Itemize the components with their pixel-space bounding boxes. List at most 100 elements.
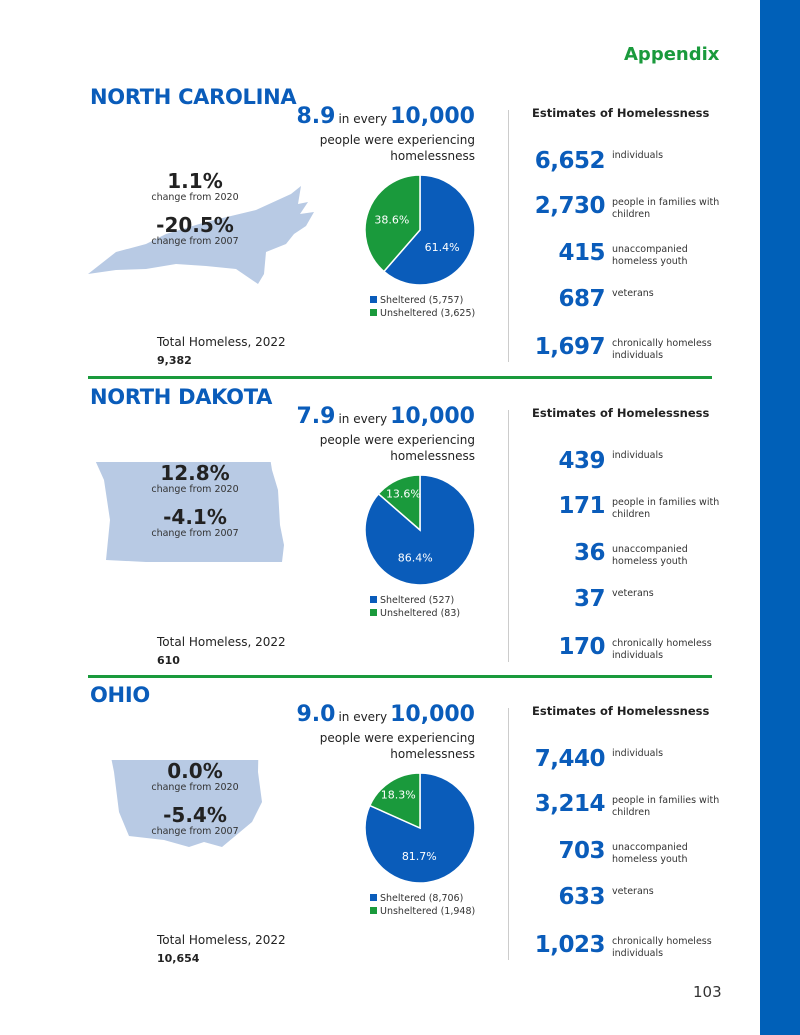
- rate-caption-line: homelessness: [390, 149, 475, 163]
- estimate-label: people in families with children: [612, 795, 720, 818]
- rate-in-every: in every: [338, 710, 388, 724]
- estimate-value: 3,214: [534, 791, 606, 817]
- estimate-row: 1,023 chronically homeless individuals: [500, 932, 730, 962]
- change-2020: 1.1% change from 2020: [130, 170, 260, 203]
- legend-sheltered-label: Sheltered (8,706): [380, 893, 464, 904]
- state-title: NORTH DAKOTA: [90, 385, 273, 409]
- legend-sheltered-label: Sheltered (527): [380, 595, 455, 606]
- estimate-value: 703: [558, 838, 605, 864]
- legend-sheltered-label: Sheltered (5,757): [380, 295, 464, 306]
- legend-unsheltered-label: Unsheltered (3,625): [380, 308, 476, 319]
- estimate-value: 1,697: [534, 334, 606, 360]
- estimate-value: 37: [573, 586, 606, 612]
- rate-per: 10,000: [390, 104, 475, 129]
- sheltered-pie-chart: 61.4% 38.6%: [364, 174, 476, 286]
- change-2007: -5.4% change from 2007: [130, 804, 260, 837]
- estimate-value: 439: [558, 448, 605, 474]
- estimate-row: 171 people in families with children: [500, 493, 730, 523]
- legend-swatch-green: [370, 609, 377, 616]
- estimate-label: individuals: [612, 748, 664, 759]
- rate-line: 7.9 in every 10,000: [296, 404, 475, 429]
- vertical-divider: [508, 410, 509, 662]
- estimate-row: 37 veterans: [500, 586, 730, 616]
- sheltered-pie-chart: 86.4% 13.6%: [364, 474, 476, 586]
- state-map: [95, 462, 284, 562]
- rate-caption-line: people were experiencing: [319, 133, 475, 147]
- estimates-heading: Estimates of Homelessness: [532, 704, 710, 718]
- change-2020-value: 1.1%: [167, 169, 223, 193]
- legend-swatch-blue: [370, 296, 377, 303]
- rate-caption-line: people were experiencing: [319, 433, 475, 447]
- estimate-label: unaccompanied homeless youth: [612, 544, 688, 567]
- estimate-value: 415: [558, 240, 605, 266]
- change-2020-label: change from 2020: [151, 782, 239, 793]
- estimate-label: people in families with children: [612, 197, 720, 220]
- pie-slice-unsheltered: [364, 174, 421, 273]
- estimate-row: 36 unaccompanied homeless youth: [500, 540, 730, 570]
- rate-caption-line: people were experiencing: [319, 731, 475, 745]
- state-section-north-dakota: NORTH DAKOTA 7.9 in every 10,000 people we…: [0, 382, 760, 682]
- estimate-row: 7,440 individuals: [500, 746, 730, 776]
- legend-unsheltered-label: Unsheltered (83): [380, 608, 461, 619]
- estimate-label: veterans: [612, 588, 654, 599]
- estimate-value: 36: [573, 540, 606, 566]
- vertical-divider: [508, 708, 509, 960]
- pie-label-sheltered: 81.7%: [402, 850, 437, 863]
- estimate-row: 703 unaccompanied homeless youth: [500, 838, 730, 868]
- pie-label-unsheltered: 13.6%: [386, 488, 421, 501]
- legend-sheltered: Sheltered (527): [370, 594, 460, 607]
- pie-slice-sheltered: [382, 174, 476, 286]
- change-2020-value: 12.8%: [160, 461, 230, 485]
- rate-caption: people were experiencing homelessness: [275, 132, 475, 164]
- sheltered-pie-chart: 81.7% 18.3%: [364, 772, 476, 884]
- pie-legend: Sheltered (8,706) Unsheltered (1,948): [370, 892, 475, 918]
- state-map: [88, 186, 314, 284]
- legend-swatch-green: [370, 309, 377, 316]
- estimate-label: chronically homeless individuals: [612, 638, 712, 661]
- total-homeless-value: 10,654: [157, 952, 200, 965]
- estimate-label: unaccompanied homeless youth: [612, 244, 688, 267]
- change-2007-label: change from 2007: [151, 826, 239, 837]
- rate-line: 9.0 in every 10,000: [296, 702, 475, 727]
- total-homeless-value: 9,382: [157, 354, 192, 367]
- change-2020: 0.0% change from 2020: [130, 760, 260, 793]
- side-color-strip: [760, 0, 800, 1035]
- estimate-label: individuals: [612, 150, 664, 161]
- rate-caption: people were experiencing homelessness: [275, 730, 475, 762]
- change-2007-value: -5.4%: [163, 803, 227, 827]
- estimates-heading: Estimates of Homelessness: [532, 406, 710, 420]
- page-header-appendix: Appendix: [624, 44, 720, 65]
- section-divider: [88, 376, 712, 379]
- estimate-value: 1,023: [534, 932, 606, 958]
- change-2007: -20.5% change from 2007: [130, 214, 260, 247]
- legend-unsheltered: Unsheltered (83): [370, 607, 460, 620]
- rate-value: 9.0: [296, 702, 336, 727]
- estimate-label: individuals: [612, 450, 664, 461]
- estimate-value: 633: [558, 884, 605, 910]
- state-title: NORTH CAROLINA: [90, 85, 297, 109]
- vertical-divider: [508, 110, 509, 362]
- estimate-row: 439 individuals: [500, 448, 730, 478]
- total-homeless-label: Total Homeless, 2022: [157, 635, 286, 649]
- legend-swatch-green: [370, 907, 377, 914]
- pie-label-sheltered: 86.4%: [398, 552, 433, 565]
- total-homeless-label: Total Homeless, 2022: [157, 335, 286, 349]
- estimate-label: veterans: [612, 886, 654, 897]
- pie-slice-unsheltered: [368, 772, 421, 830]
- estimate-value: 171: [558, 493, 605, 519]
- rate-in-every: in every: [338, 112, 388, 126]
- estimate-label: chronically homeless individuals: [612, 338, 712, 361]
- estimate-row: 3,214 people in families with children: [500, 791, 730, 821]
- pie-legend: Sheltered (5,757) Unsheltered (3,625): [370, 294, 475, 320]
- change-2020-value: 0.0%: [167, 759, 223, 783]
- legend-swatch-blue: [370, 596, 377, 603]
- legend-unsheltered: Unsheltered (3,625): [370, 307, 475, 320]
- page-number: 103: [693, 983, 722, 1001]
- pie-slice-unsheltered: [377, 474, 421, 532]
- state-section-ohio: OHIO 9.0 in every 10,000 people were exper…: [0, 680, 760, 980]
- change-2007-value: -20.5%: [156, 213, 234, 237]
- change-2007: -4.1% change from 2007: [130, 506, 260, 539]
- change-2020-label: change from 2020: [151, 484, 239, 495]
- pie-legend: Sheltered (527) Unsheltered (83): [370, 594, 460, 620]
- pie-label-unsheltered: 18.3%: [381, 788, 416, 801]
